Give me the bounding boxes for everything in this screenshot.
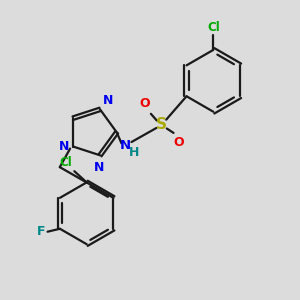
Text: H: H bbox=[129, 146, 140, 159]
Text: Cl: Cl bbox=[207, 21, 220, 34]
Text: N: N bbox=[102, 94, 113, 107]
Text: O: O bbox=[140, 97, 150, 110]
Text: S: S bbox=[156, 118, 167, 133]
Text: N: N bbox=[59, 140, 70, 153]
Text: F: F bbox=[37, 225, 46, 238]
Text: N: N bbox=[93, 160, 104, 174]
Text: O: O bbox=[173, 136, 184, 149]
Text: Cl: Cl bbox=[59, 156, 72, 170]
Text: N: N bbox=[119, 139, 130, 152]
